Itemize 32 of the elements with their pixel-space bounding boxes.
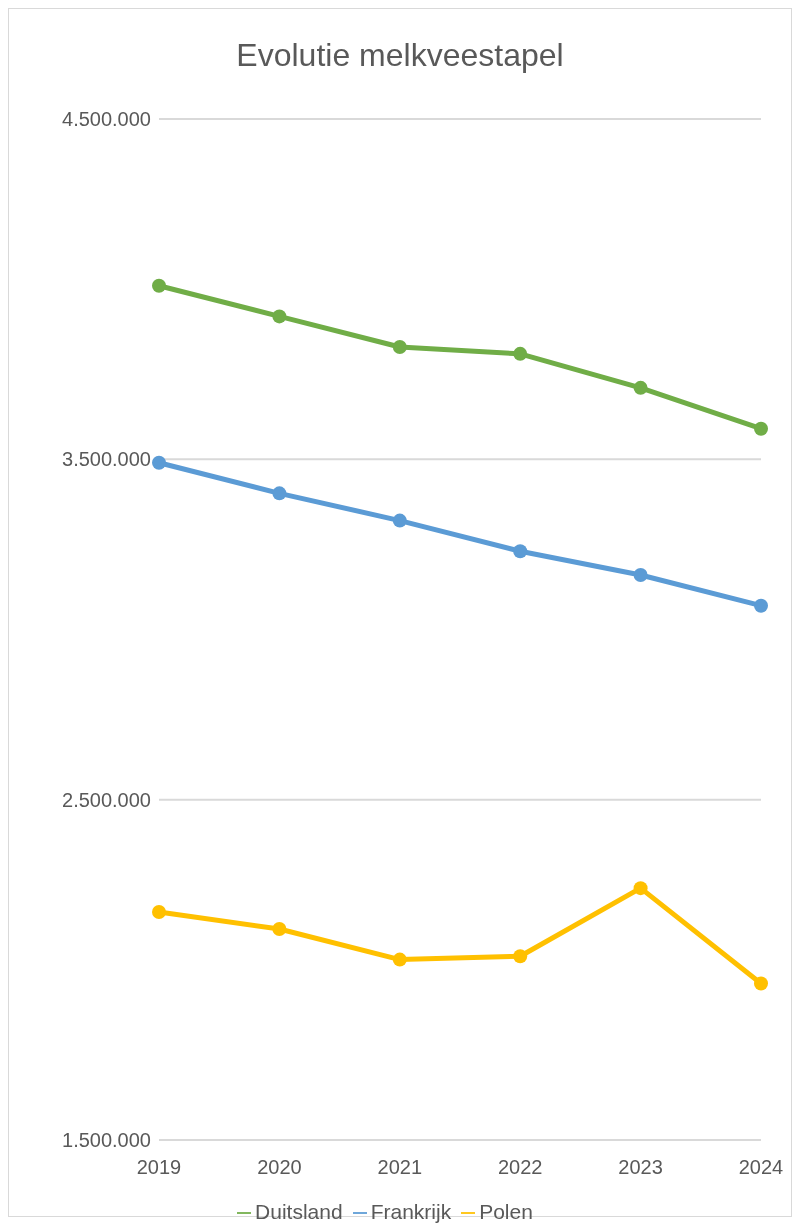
point	[152, 278, 166, 293]
y-tick-label: 4.500.000	[62, 108, 151, 131]
x-tick-label: 2020	[257, 1156, 302, 1179]
point	[754, 598, 768, 613]
point	[633, 881, 648, 896]
legend-label: Polen	[479, 1200, 533, 1223]
point	[152, 455, 166, 470]
point	[754, 976, 768, 991]
x-tick-label: 2023	[618, 1156, 663, 1179]
point	[513, 949, 528, 964]
point	[152, 904, 166, 919]
point	[754, 421, 768, 436]
point	[392, 513, 407, 528]
point	[272, 309, 287, 324]
legend-label: Frankrijk	[370, 1200, 452, 1223]
point	[392, 952, 407, 967]
point	[633, 568, 648, 583]
point	[513, 346, 528, 361]
x-tick-label: 2021	[377, 1156, 423, 1179]
point	[633, 380, 648, 395]
chart-title: Evolutie melkveestapel	[235, 36, 565, 75]
y-tick-label: 2.500.000	[62, 788, 151, 811]
legend-label: Duitsland	[255, 1200, 343, 1223]
point	[272, 486, 287, 501]
y-tick-label: 1.500.000	[62, 1129, 151, 1152]
point	[272, 921, 287, 936]
x-tick-label: 2022	[497, 1156, 543, 1179]
point	[513, 544, 528, 559]
x-tick-label: 2019	[136, 1156, 182, 1179]
y-tick-label: 3.500.000	[62, 448, 151, 471]
x-tick-label: 2024	[738, 1156, 784, 1179]
point	[392, 340, 407, 355]
